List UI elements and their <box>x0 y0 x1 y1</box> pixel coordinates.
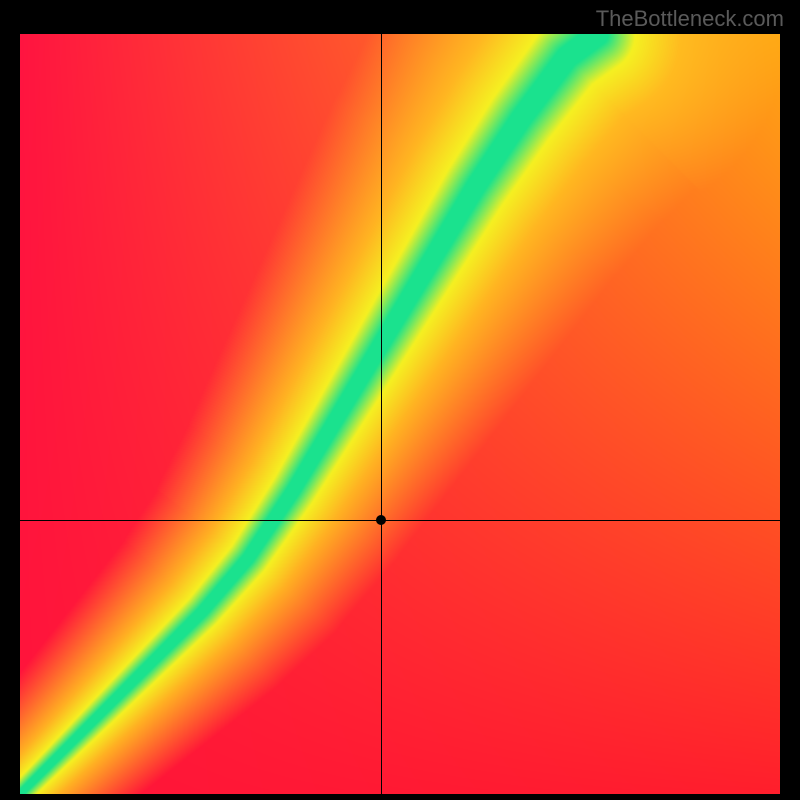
crosshair-horizontal <box>20 520 780 521</box>
heatmap-canvas <box>20 34 780 794</box>
watermark-text: TheBottleneck.com <box>596 6 784 32</box>
heatmap-plot-area <box>20 34 780 794</box>
crosshair-vertical <box>381 34 382 794</box>
crosshair-marker <box>376 515 386 525</box>
